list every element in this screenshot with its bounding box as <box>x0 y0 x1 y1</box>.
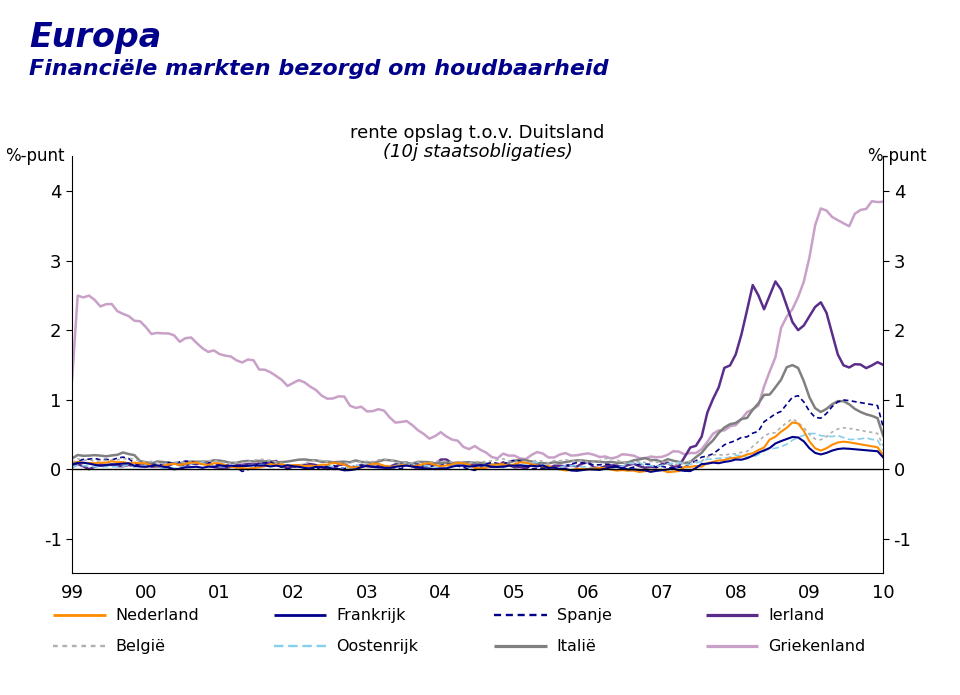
Text: Oostenrijk: Oostenrijk <box>336 639 418 654</box>
Text: Italië: Italië <box>557 639 596 654</box>
Text: Europa: Europa <box>29 21 161 54</box>
Text: %-punt: %-punt <box>5 147 64 165</box>
Text: Financiële markten bezorgd om houdbaarheid: Financiële markten bezorgd om houdbaarhe… <box>29 59 609 79</box>
Text: rente opslag t.o.v. Duitsland: rente opslag t.o.v. Duitsland <box>350 124 605 142</box>
Text: België: België <box>115 639 165 654</box>
Text: Ierland: Ierland <box>768 607 825 623</box>
Text: (10j staatsobligaties): (10j staatsobligaties) <box>383 142 572 161</box>
Text: Nederland: Nederland <box>115 607 199 623</box>
Text: Spanje: Spanje <box>557 607 612 623</box>
Text: %-punt: %-punt <box>867 147 926 165</box>
Text: Griekenland: Griekenland <box>768 639 865 654</box>
Text: Frankrijk: Frankrijk <box>336 607 405 623</box>
